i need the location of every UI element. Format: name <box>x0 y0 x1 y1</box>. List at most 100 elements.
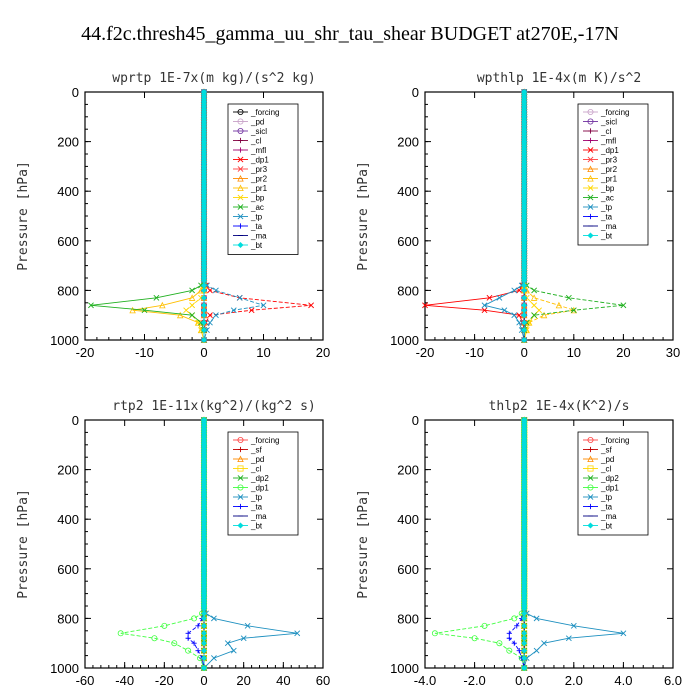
data-point <box>521 287 528 294</box>
x-tick-label: 10 <box>256 345 270 360</box>
data-point <box>159 301 166 309</box>
series-group <box>88 88 315 344</box>
y-axis-label: Pressure [hPa] <box>356 161 371 271</box>
data-point <box>540 311 548 319</box>
legend-label: _pd <box>250 118 264 127</box>
legend-marker <box>587 128 594 134</box>
data-point <box>521 312 528 319</box>
legend-label: _tp <box>600 203 613 212</box>
data-point <box>200 319 208 326</box>
data-point <box>194 319 202 326</box>
data-point <box>521 277 528 284</box>
chart-panel-1: wpthlp 1E-4x(m K)/s^2 Pressure [hPa] -20 -1… <box>356 71 680 360</box>
y-tick-label: 600 <box>397 234 419 249</box>
x-tick-label: 6.0 <box>664 673 682 688</box>
data-point <box>153 294 160 301</box>
data-point <box>511 287 518 294</box>
x-tick-label: 0 <box>521 345 528 360</box>
x-tick-label: 60 <box>316 673 330 688</box>
legend-marker <box>237 166 244 172</box>
legend-label: _mfl <box>250 146 266 155</box>
y-tick-label: 800 <box>397 283 419 298</box>
legend-label: _ac <box>600 194 614 203</box>
legend-marker <box>237 175 244 182</box>
legend-label: _bp <box>250 194 265 203</box>
data-point <box>521 294 528 301</box>
data-point <box>212 312 219 319</box>
legend-marker <box>237 137 244 144</box>
y-tick-label: 800 <box>397 611 419 626</box>
data-point <box>248 307 255 314</box>
legend-label: _pr2 <box>250 175 268 184</box>
legend-marker <box>587 147 594 153</box>
y-tick-label: 200 <box>397 463 419 478</box>
panel-title: thlp2 1E-4x(K^2)/s <box>489 399 630 414</box>
y-tick-label: 400 <box>57 512 79 527</box>
legend-label: _sf <box>250 446 262 455</box>
x-tick-label: 10 <box>567 345 581 360</box>
legend-label: _dp1 <box>250 484 269 493</box>
data-point <box>189 312 196 319</box>
data-point <box>521 327 528 334</box>
data-point <box>511 312 518 319</box>
data-point <box>88 302 94 309</box>
data-point <box>200 312 208 319</box>
data-point <box>565 294 572 301</box>
data-point <box>189 302 196 309</box>
y-tick-label: 0 <box>72 413 79 428</box>
x-tick-label: 20 <box>236 673 250 688</box>
y-tick-label: 400 <box>57 184 79 199</box>
x-tick-label: -10 <box>135 345 154 360</box>
y-tick-label: 800 <box>57 611 79 626</box>
data-point <box>506 630 512 636</box>
panels: wprtp 1E-7x(m kg)/(s^2 kg) Pressure [hPa]… <box>16 71 682 688</box>
data-point <box>531 302 538 309</box>
legend-label: _bp <box>600 184 615 193</box>
legend-label: _cl <box>250 465 261 474</box>
y-tick-label: 600 <box>57 234 79 249</box>
legend-label: _ta <box>250 222 263 231</box>
data-point <box>308 302 315 309</box>
y-tick-label: 600 <box>57 562 79 577</box>
legend-label: _ac <box>250 203 264 212</box>
legend-label: _pr1 <box>600 175 618 184</box>
x-tick-label: 0 <box>200 673 207 688</box>
data-point <box>530 294 538 301</box>
data-point <box>516 648 522 654</box>
legend-label: _ma <box>250 512 267 521</box>
x-tick-label: -20 <box>155 673 174 688</box>
legend-marker <box>237 109 244 116</box>
legend-label: _sicl <box>600 118 617 127</box>
x-tick-label: 0.0 <box>515 673 533 688</box>
y-tick-label: 0 <box>72 85 79 100</box>
legend-marker <box>587 175 594 182</box>
series-line-dp1 <box>120 420 205 669</box>
series-group <box>117 416 301 672</box>
data-point <box>230 307 237 314</box>
legend-label: _cl <box>250 137 261 146</box>
legend-label: _forcing <box>250 436 279 445</box>
y-tick-label: 1000 <box>390 661 419 676</box>
legend-marker <box>587 185 594 191</box>
data-point <box>210 655 217 661</box>
y-tick-label: 800 <box>57 283 79 298</box>
data-point <box>481 307 488 314</box>
data-point <box>531 312 538 319</box>
x-tick-label: -40 <box>115 673 134 688</box>
series-line-tp <box>483 92 525 341</box>
x-tick-label: 2.0 <box>565 673 583 688</box>
data-point <box>496 294 503 301</box>
legend-label: _pd <box>250 455 264 464</box>
legend-label: _bt <box>250 241 263 250</box>
legend-label: _bt <box>600 232 613 241</box>
legend-box <box>227 103 299 255</box>
y-tick-label: 200 <box>397 135 419 150</box>
data-point <box>531 287 538 294</box>
data-point <box>224 640 231 647</box>
x-tick-label: 20 <box>316 345 330 360</box>
legend-marker <box>587 204 594 210</box>
data-point <box>481 302 488 309</box>
data-point <box>526 319 533 326</box>
data-point <box>188 294 196 301</box>
panel-title: wprtp 1E-7x(m kg)/(s^2 kg) <box>112 71 316 86</box>
